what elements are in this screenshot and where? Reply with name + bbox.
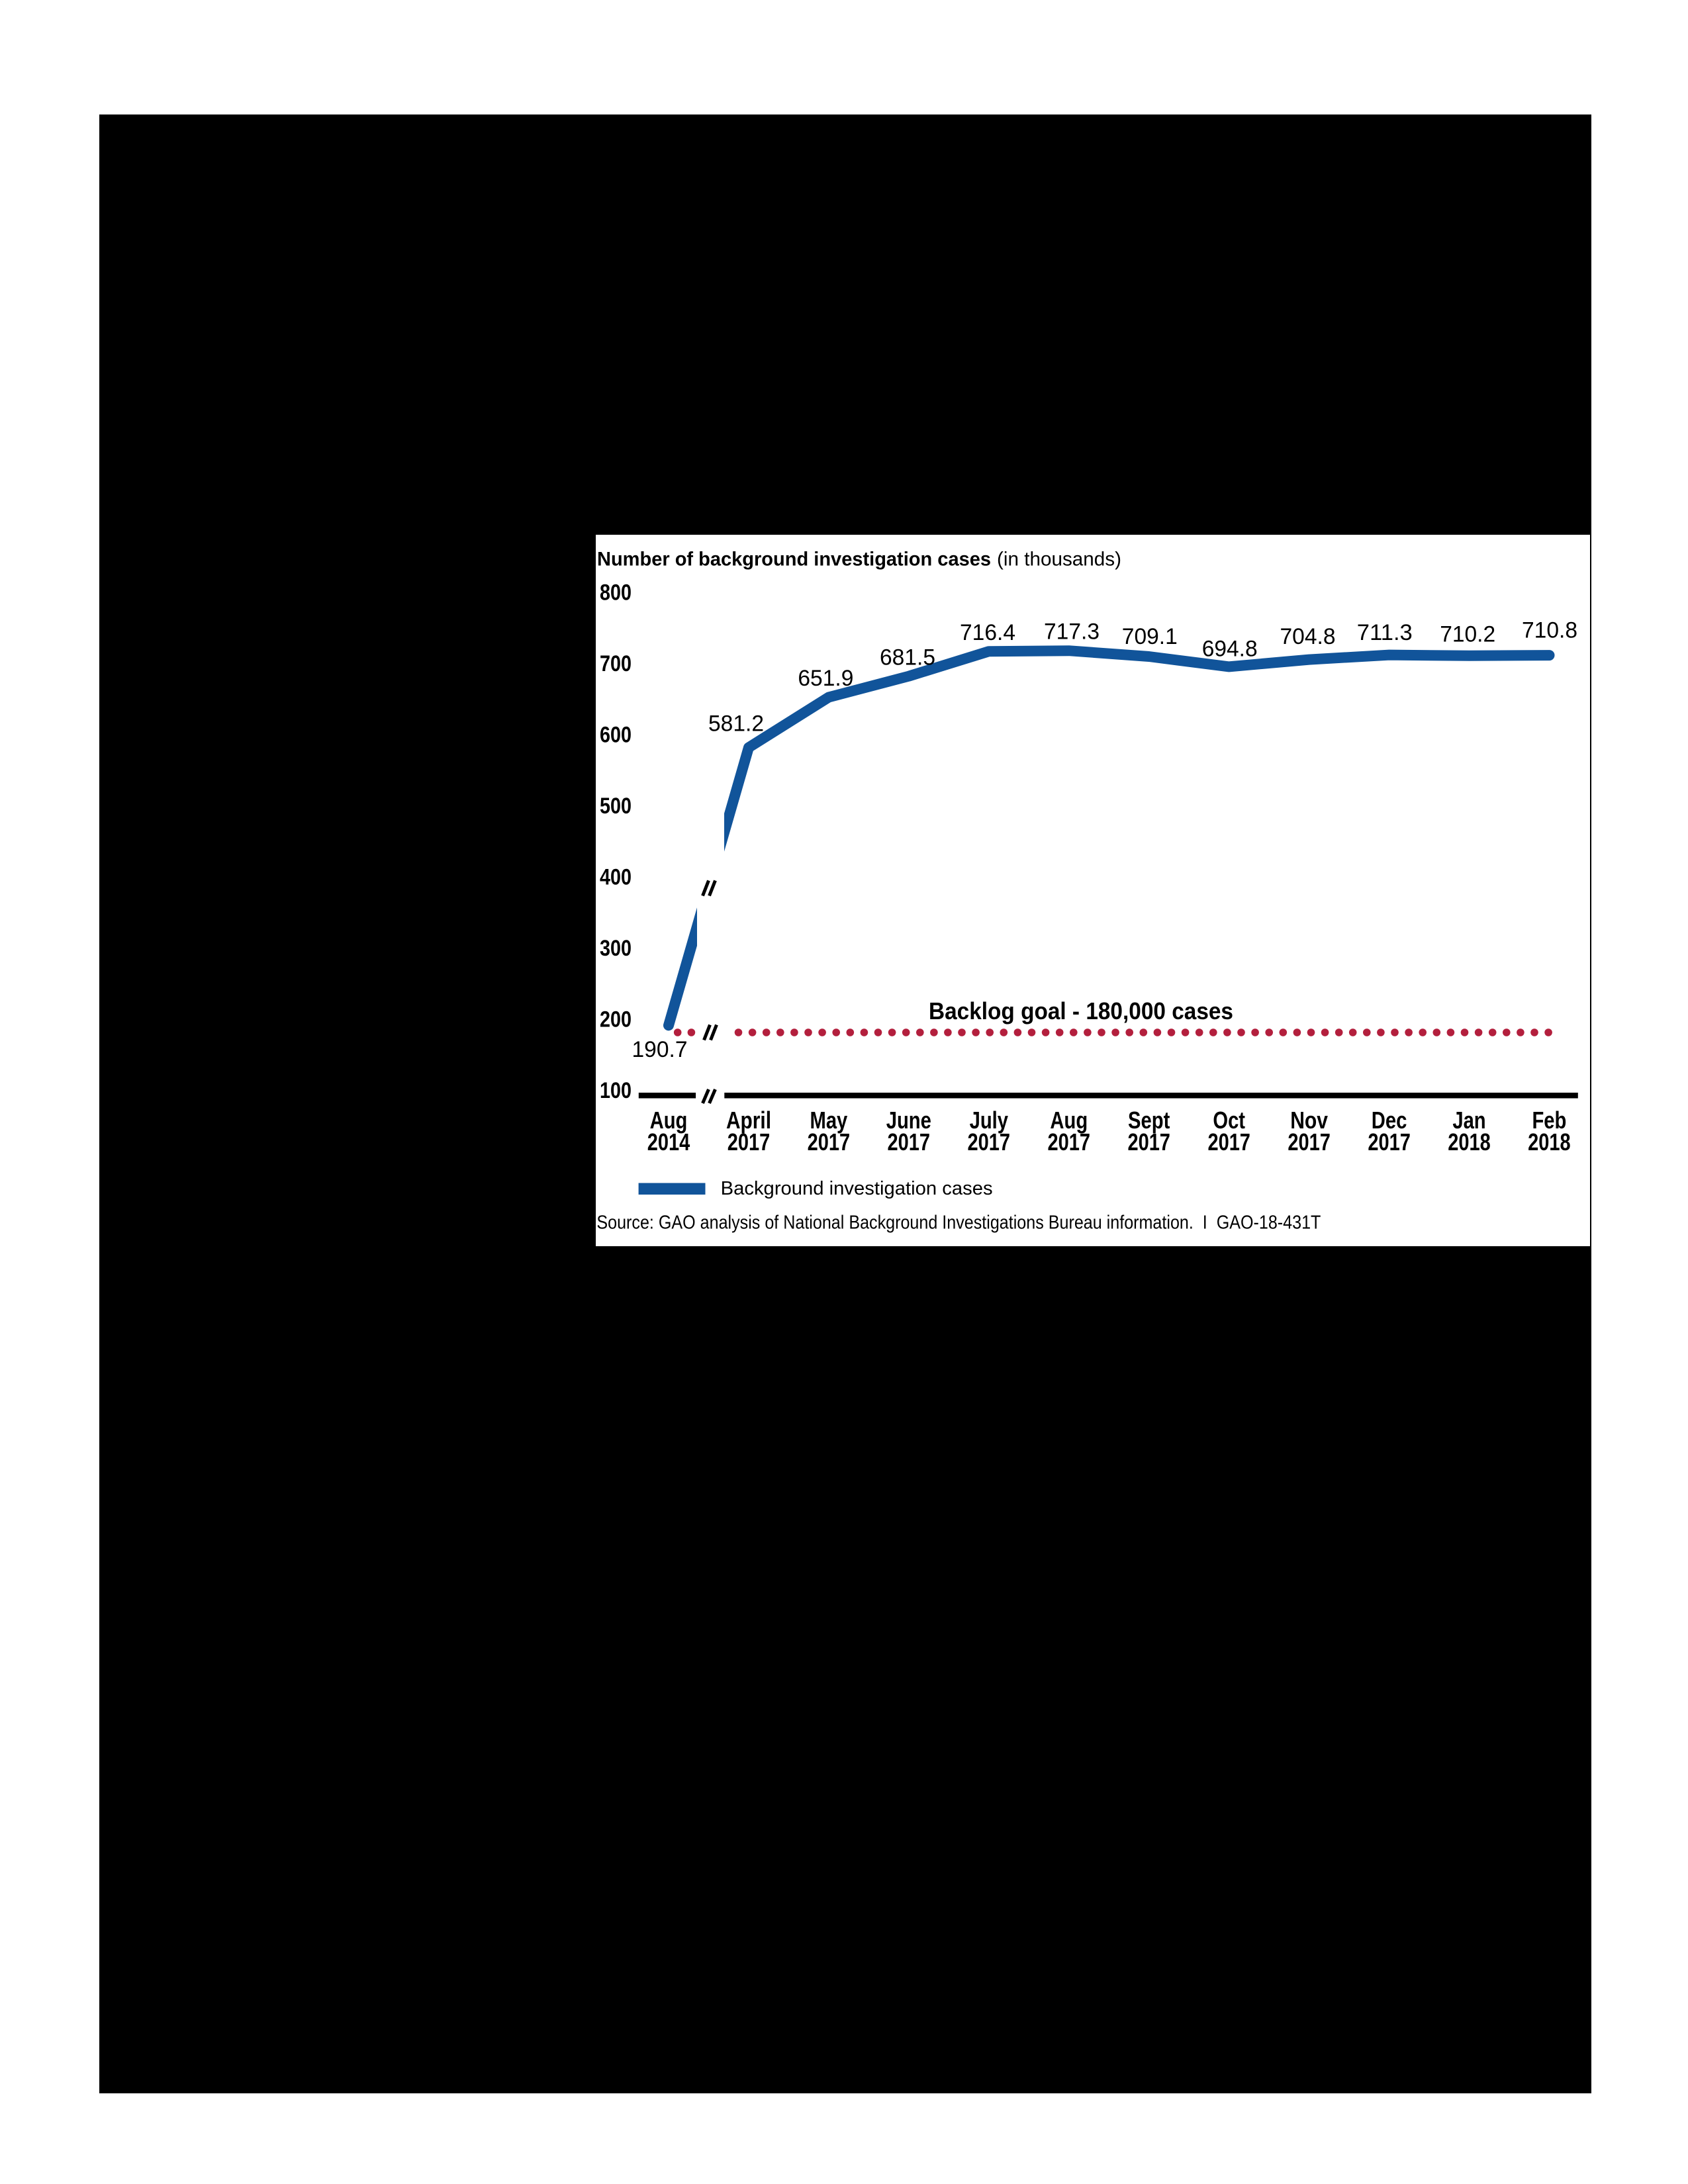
svg-text:2017: 2017: [1127, 1128, 1170, 1156]
svg-text:Aug: Aug: [1050, 1107, 1088, 1134]
svg-text:100: 100: [600, 1078, 632, 1103]
svg-text:Aug: Aug: [650, 1107, 688, 1134]
svg-text:June: June: [886, 1107, 931, 1134]
svg-text:581.2: 581.2: [708, 711, 764, 737]
svg-text:694.8: 694.8: [1202, 636, 1258, 661]
svg-text:Nov: Nov: [1290, 1107, 1328, 1134]
svg-text:Background investigation cases: Background investigation cases: [721, 1178, 993, 1199]
svg-text:709.1: 709.1: [1122, 624, 1178, 649]
svg-text:Source: GAO analysis of Nation: Source: GAO analysis of National Backgro…: [596, 1212, 1321, 1233]
svg-text:April: April: [726, 1107, 771, 1134]
svg-text:(in thousands): (in thousands): [997, 548, 1121, 570]
svg-text:2017: 2017: [1207, 1128, 1250, 1156]
svg-text:2014: 2014: [647, 1128, 690, 1156]
svg-text:2017: 2017: [1368, 1128, 1411, 1156]
svg-text:2017: 2017: [1048, 1128, 1091, 1156]
svg-text:Number of background investiga: Number of background investigation cases: [597, 548, 991, 570]
svg-text:2017: 2017: [808, 1128, 851, 1156]
svg-text:Oct: Oct: [1213, 1107, 1245, 1134]
svg-text:2017: 2017: [968, 1128, 1011, 1156]
svg-text:800: 800: [600, 580, 632, 606]
svg-text:710.8: 710.8: [1522, 618, 1577, 643]
svg-text:681.5: 681.5: [880, 645, 935, 670]
svg-text:Backlog goal - 180,000 cases: Backlog goal - 180,000 cases: [929, 997, 1233, 1024]
svg-text:200: 200: [600, 1007, 632, 1032]
svg-text:711.3: 711.3: [1357, 620, 1413, 645]
svg-text:710.2: 710.2: [1440, 622, 1495, 647]
svg-text:Dec: Dec: [1372, 1107, 1407, 1134]
svg-text:2017: 2017: [888, 1128, 931, 1156]
svg-text:190.7: 190.7: [632, 1037, 688, 1062]
svg-text:651.9: 651.9: [798, 666, 853, 691]
svg-text:2018: 2018: [1448, 1128, 1491, 1156]
svg-text:Sept: Sept: [1128, 1107, 1170, 1134]
svg-text:2017: 2017: [727, 1128, 771, 1156]
svg-text:300: 300: [600, 936, 632, 961]
svg-text:716.4: 716.4: [960, 620, 1015, 645]
svg-text:400: 400: [600, 865, 632, 890]
svg-text:700: 700: [600, 651, 632, 676]
svg-text:500: 500: [600, 794, 632, 819]
svg-text:2018: 2018: [1528, 1128, 1571, 1156]
svg-text:Jan: Jan: [1452, 1107, 1485, 1134]
svg-text:Feb: Feb: [1532, 1107, 1566, 1134]
svg-text:2017: 2017: [1288, 1128, 1331, 1156]
svg-text:717.3: 717.3: [1044, 619, 1100, 644]
svg-text:May: May: [810, 1107, 848, 1134]
svg-text:600: 600: [600, 723, 632, 748]
svg-text:704.8: 704.8: [1280, 624, 1336, 649]
svg-text:July: July: [970, 1107, 1009, 1134]
